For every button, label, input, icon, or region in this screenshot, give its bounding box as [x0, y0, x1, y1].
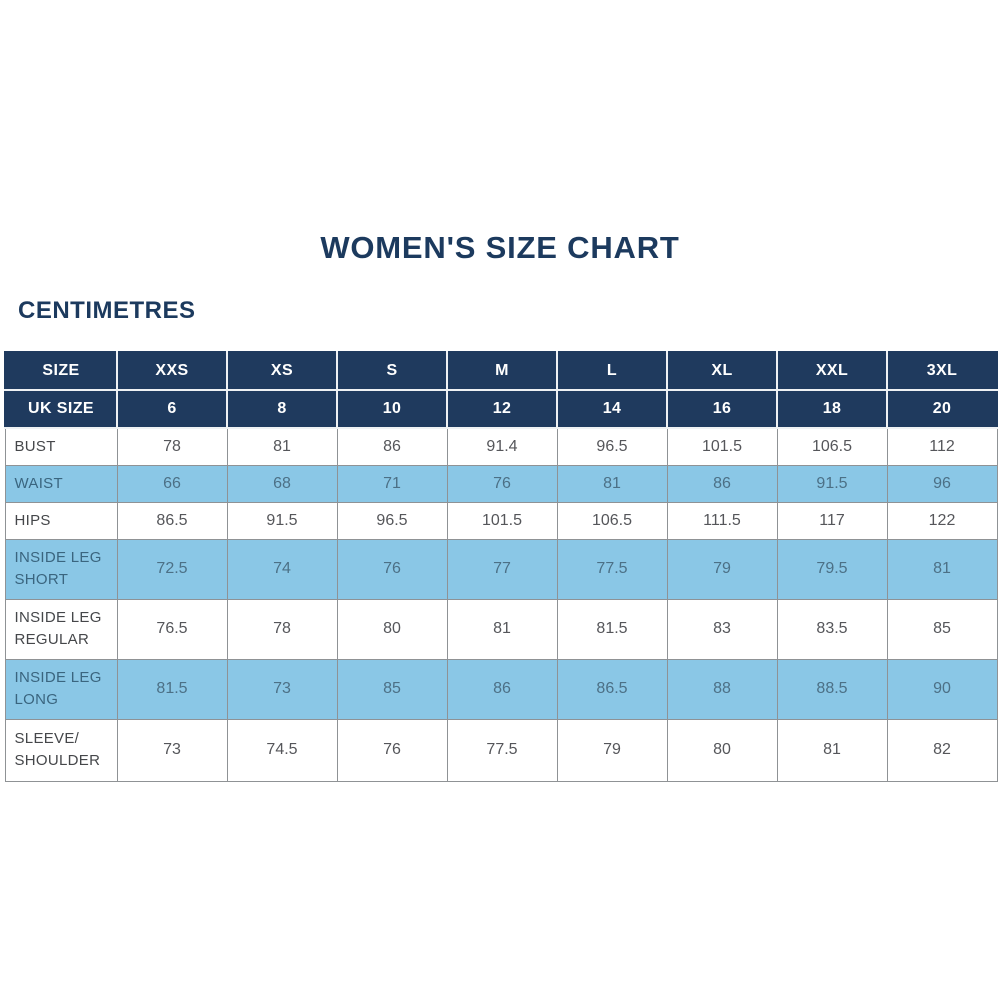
column-header-xxs: XXS	[116, 351, 228, 391]
cell: 76.5	[116, 598, 228, 660]
cell: 68	[226, 464, 338, 503]
cell: 77	[446, 538, 558, 600]
cell: 96.5	[556, 427, 668, 466]
column-header-xl: XL	[666, 351, 778, 391]
cell: 85	[336, 658, 448, 720]
cell: 106.5	[556, 501, 668, 540]
table-row-bust: BUST 78 81 86 91.4 96.5 101.5 106.5 112	[4, 427, 998, 466]
cell: 77.5	[556, 538, 668, 600]
cell: 122	[886, 501, 998, 540]
column-header-xs: XS	[226, 351, 338, 391]
cell: 86.5	[116, 501, 228, 540]
table-row-hips: HIPS 86.5 91.5 96.5 101.5 106.5 111.5 11…	[4, 501, 998, 540]
cell: 79	[556, 718, 668, 782]
cell: 111.5	[666, 501, 778, 540]
cell: 81.5	[116, 658, 228, 720]
uk-size-value: 20	[886, 389, 998, 429]
cell: 86.5	[556, 658, 668, 720]
uk-size-value: 18	[776, 389, 888, 429]
table-row-sleeve-shoulder: SLEEVE/ SHOULDER 73 74.5 76 77.5 79 80 8…	[4, 718, 998, 782]
cell: 91.5	[226, 501, 338, 540]
uk-size-row: UK SIZE 6 8 10 12 14 16 18 20	[4, 389, 998, 429]
cell: 81	[226, 427, 338, 466]
cell: 86	[336, 427, 448, 466]
cell: 77.5	[446, 718, 558, 782]
row-label: INSIDE LEG REGULAR	[4, 598, 118, 660]
cell: 78	[116, 427, 228, 466]
cell: 80	[666, 718, 778, 782]
column-header-xxl: XXL	[776, 351, 888, 391]
cell: 80	[336, 598, 448, 660]
cell: 101.5	[446, 501, 558, 540]
uk-size-value: 14	[556, 389, 668, 429]
cell: 72.5	[116, 538, 228, 600]
cell: 86	[446, 658, 558, 720]
size-header-row: SIZE XXS XS S M L XL XXL 3XL	[4, 351, 998, 391]
cell: 71	[336, 464, 448, 503]
uk-size-value: 16	[666, 389, 778, 429]
cell: 101.5	[666, 427, 778, 466]
cell: 74	[226, 538, 338, 600]
cell: 117	[776, 501, 888, 540]
uk-size-value: 8	[226, 389, 338, 429]
unit-label: CENTIMETRES	[18, 297, 196, 324]
uk-size-label: UK SIZE	[4, 389, 118, 429]
size-chart-table: SIZE XXS XS S M L XL XXL 3XL UK SIZE 6 8…	[4, 351, 998, 782]
cell: 73	[116, 718, 228, 782]
row-label: SLEEVE/ SHOULDER	[4, 718, 118, 782]
cell: 76	[446, 464, 558, 503]
uk-size-value: 10	[336, 389, 448, 429]
cell: 79.5	[776, 538, 888, 600]
table-row-inside-leg-short: INSIDE LEG SHORT 72.5 74 76 77 77.5 79 7…	[4, 538, 998, 600]
uk-size-value: 6	[116, 389, 228, 429]
table-row-waist: WAIST 66 68 71 76 81 86 91.5 96	[4, 464, 998, 503]
cell: 83.5	[776, 598, 888, 660]
cell: 82	[886, 718, 998, 782]
cell: 85	[886, 598, 998, 660]
row-label: INSIDE LEG LONG	[4, 658, 118, 720]
cell: 81	[556, 464, 668, 503]
cell: 78	[226, 598, 338, 660]
cell: 81	[446, 598, 558, 660]
uk-size-value: 12	[446, 389, 558, 429]
row-label: HIPS	[4, 501, 118, 540]
cell: 81	[776, 718, 888, 782]
cell: 73	[226, 658, 338, 720]
cell: 88.5	[776, 658, 888, 720]
table-row-inside-leg-long: INSIDE LEG LONG 81.5 73 85 86 86.5 88 88…	[4, 658, 998, 720]
row-label: WAIST	[4, 464, 118, 503]
cell: 112	[886, 427, 998, 466]
cell: 88	[666, 658, 778, 720]
table-row-inside-leg-regular: INSIDE LEG REGULAR 76.5 78 80 81 81.5 83…	[4, 598, 998, 660]
cell: 96	[886, 464, 998, 503]
cell: 81	[886, 538, 998, 600]
column-header-s: S	[336, 351, 448, 391]
cell: 90	[886, 658, 998, 720]
column-header-size: SIZE	[4, 351, 118, 391]
cell: 81.5	[556, 598, 668, 660]
column-header-l: L	[556, 351, 668, 391]
cell: 106.5	[776, 427, 888, 466]
column-header-m: M	[446, 351, 558, 391]
cell: 66	[116, 464, 228, 503]
row-label: INSIDE LEG SHORT	[4, 538, 118, 600]
cell: 83	[666, 598, 778, 660]
cell: 76	[336, 538, 448, 600]
cell: 91.4	[446, 427, 558, 466]
cell: 91.5	[776, 464, 888, 503]
page-title: WOMEN'S SIZE CHART	[320, 230, 680, 265]
cell: 86	[666, 464, 778, 503]
cell: 76	[336, 718, 448, 782]
cell: 79	[666, 538, 778, 600]
column-header-3xl: 3XL	[886, 351, 998, 391]
row-label: BUST	[4, 427, 118, 466]
cell: 96.5	[336, 501, 448, 540]
cell: 74.5	[226, 718, 338, 782]
